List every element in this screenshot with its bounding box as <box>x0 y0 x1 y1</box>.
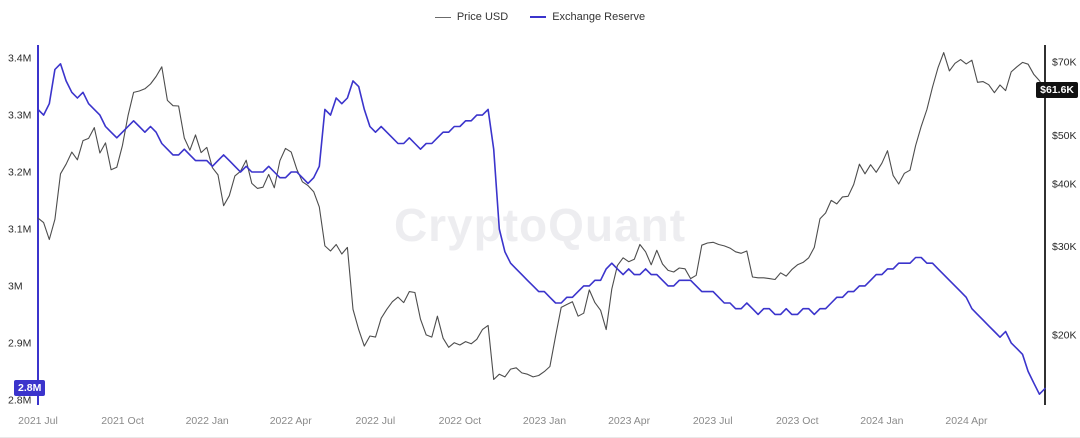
right-axis-tick-label: $20K <box>1052 329 1077 341</box>
x-axis-tick-label: 2023 Jan <box>523 415 566 427</box>
left-axis-tick-label: 3.4M <box>8 53 31 65</box>
right-axis-tick-label: $50K <box>1052 130 1077 142</box>
right-axis-current-value-badge: $61.6K <box>1036 81 1078 98</box>
left-axis-tick-label: 2.9M <box>8 337 31 349</box>
left-axis-current-value-badge: 2.8M <box>14 380 46 397</box>
x-axis-tick-label: 2024 Jan <box>860 415 903 427</box>
left-axis-tick-label: 3M <box>8 280 23 292</box>
chart-legend: Price USD Exchange Reserve <box>0 11 1080 23</box>
price-line-swatch-icon <box>434 16 451 18</box>
price-usd-line <box>37 52 1046 381</box>
x-axis-tick-label: 2022 Apr <box>270 415 313 427</box>
right-axis-tick-label: $40K <box>1052 178 1077 190</box>
x-axis-tick-label: 2023 Oct <box>776 415 819 427</box>
reserve-line-swatch-icon <box>530 16 547 18</box>
x-axis-tick-label: 2024 Apr <box>945 415 988 427</box>
left-axis-tick-label: 3.1M <box>8 223 31 235</box>
legend-label-exchange-reserve: Exchange Reserve <box>552 11 646 23</box>
x-axis-tick-label: 2022 Jan <box>186 415 229 427</box>
left-axis-tick-label: 3.2M <box>8 167 31 179</box>
right-axis-tick-label: $30K <box>1052 241 1077 253</box>
legend-item-price-usd[interactable]: Price USD <box>434 11 509 23</box>
x-axis-tick-label: 2021 Jul <box>18 415 58 427</box>
left-axis-tick-label: 2.8M <box>8 394 31 406</box>
legend-item-exchange-reserve[interactable]: Exchange Reserve <box>530 11 645 23</box>
right-axis-tick-label: $70K <box>1052 57 1077 69</box>
x-axis-tick-label: 2021 Oct <box>101 415 144 427</box>
x-axis-tick-label: 2022 Jul <box>355 415 395 427</box>
left-axis-tick-label: 3.3M <box>8 110 31 122</box>
x-axis-tick-label: 2023 Jul <box>693 415 733 427</box>
exchange-reserve-line <box>37 62 1046 396</box>
x-axis-tick-label: 2022 Oct <box>439 415 482 427</box>
legend-label-price-usd: Price USD <box>456 11 509 23</box>
x-axis-tick-label: 2023 Apr <box>608 415 651 427</box>
